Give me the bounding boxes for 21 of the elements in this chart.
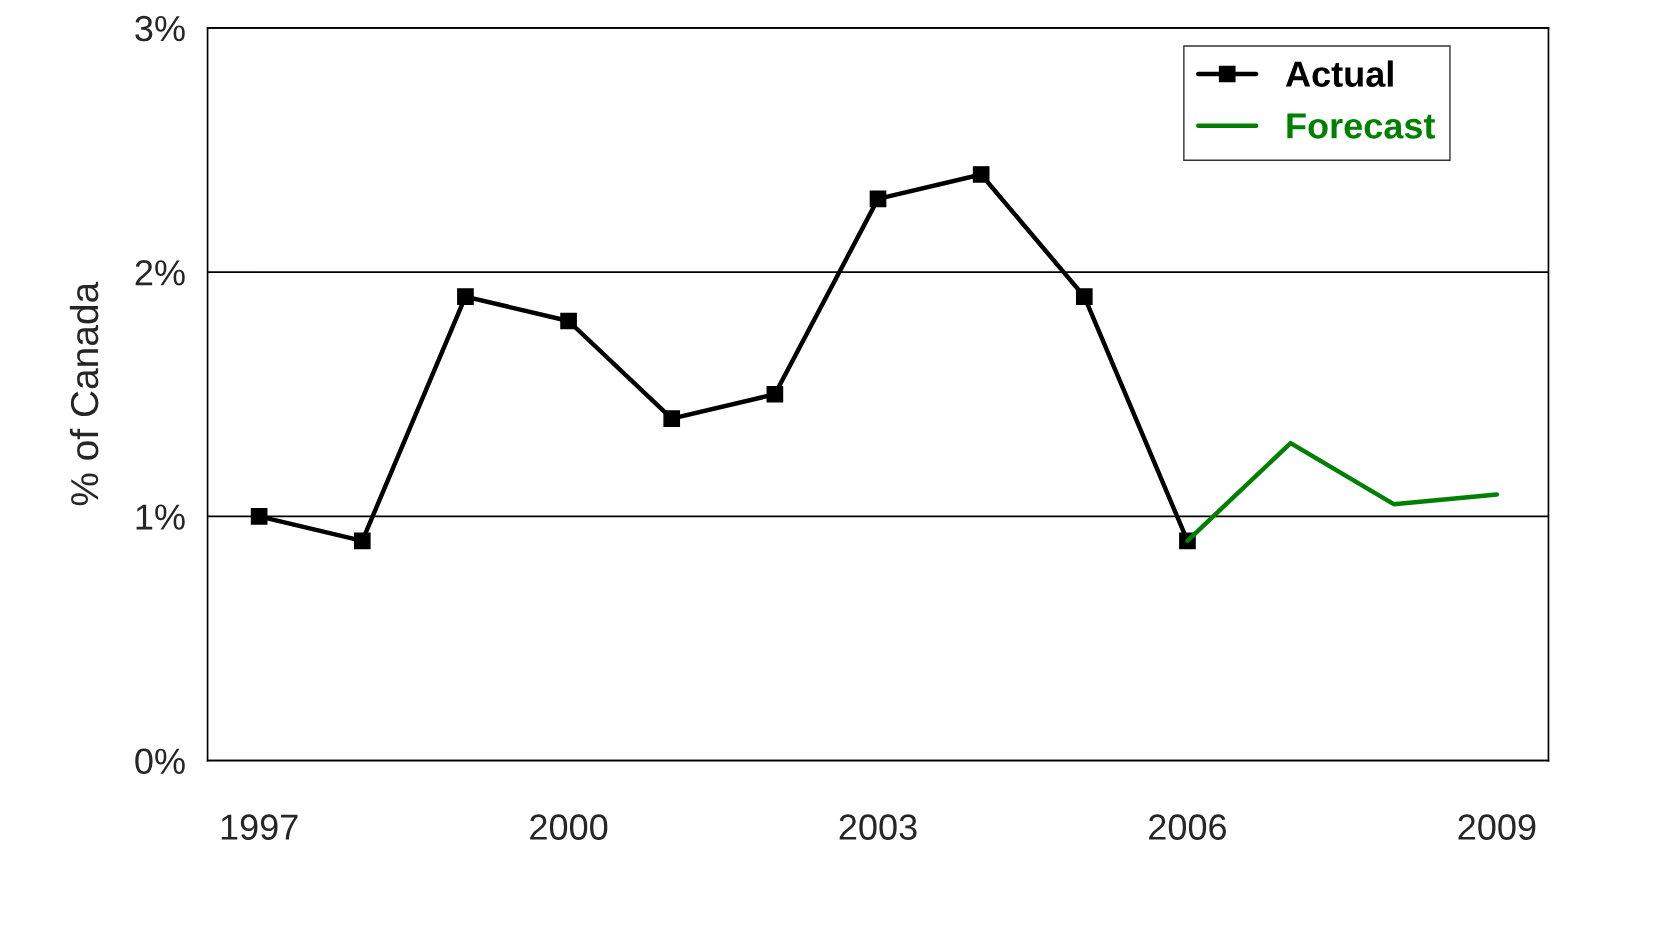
y-axis-title: % of Canada bbox=[69, 281, 99, 506]
point bbox=[1075, 288, 1093, 305]
point bbox=[353, 532, 371, 550]
point bbox=[972, 166, 990, 183]
point bbox=[663, 410, 681, 428]
x-tick-label: 1997 bbox=[221, 814, 298, 840]
x-tick-label: 2003 bbox=[839, 814, 917, 840]
y-tick-label: 2% bbox=[135, 260, 185, 286]
point bbox=[766, 385, 784, 403]
x-tick-label: 2006 bbox=[1149, 814, 1227, 840]
y-tick-label: 1% bbox=[136, 504, 185, 530]
x-tick-label: 2000 bbox=[530, 814, 608, 840]
point bbox=[250, 508, 268, 525]
point bbox=[457, 288, 474, 305]
point bbox=[869, 190, 887, 208]
y-tick-label: 3% bbox=[135, 15, 185, 42]
legend-label: Forecast bbox=[1287, 113, 1436, 139]
x-tick-label: 2009 bbox=[1458, 814, 1536, 840]
y-tick-label: 0% bbox=[135, 748, 185, 775]
legend-label: Actual bbox=[1285, 60, 1393, 87]
point bbox=[560, 312, 577, 330]
